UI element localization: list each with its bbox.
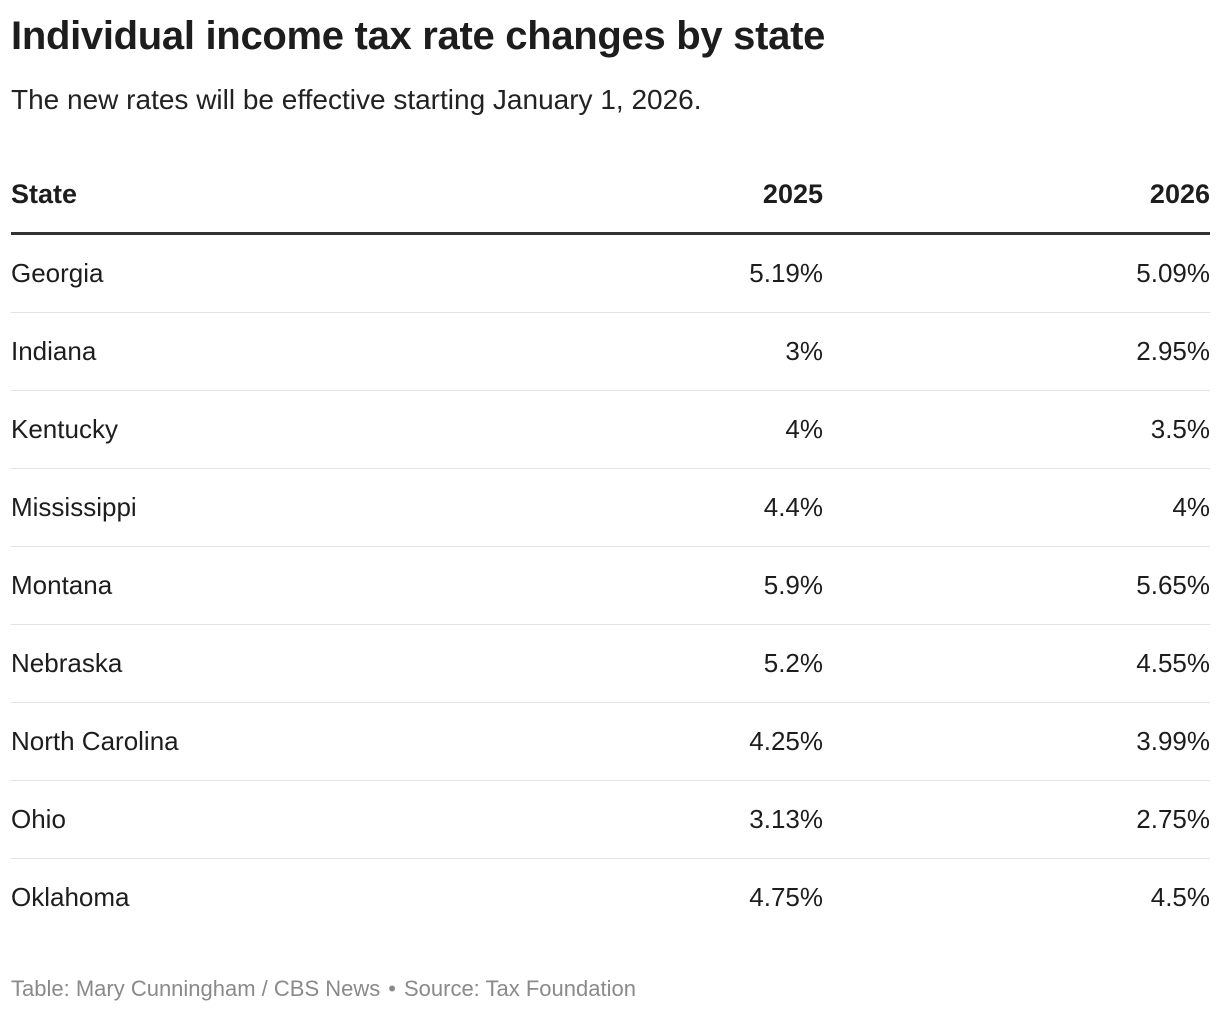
- cell-2026: 4.5%: [1150, 882, 1210, 912]
- cell-2025: 4.4%: [763, 492, 823, 522]
- chart-title: Individual income tax rate changes by st…: [11, 14, 826, 58]
- table-row: Mississippi 4.4% 4%: [11, 469, 1210, 547]
- footer-separator: •: [388, 976, 396, 1001]
- table-body: Georgia 5.19% 5.09% Indiana 3% 2.95% Kentucky 4…: [11, 235, 1210, 936]
- cell-state: Oklahoma: [11, 882, 130, 912]
- cell-2026: 4%: [1172, 492, 1210, 522]
- cell-2026: 4.55%: [1136, 648, 1210, 678]
- table-row: Indiana 3% 2.95%: [11, 313, 1210, 391]
- cell-state: Montana: [11, 570, 113, 600]
- cell-2025: 3%: [785, 336, 823, 366]
- cell-2026: 3.99%: [1136, 726, 1210, 756]
- cell-2025: 3.13%: [749, 804, 823, 834]
- cell-2025: 5.2%: [763, 648, 823, 678]
- column-header-state: State: [11, 178, 78, 209]
- cell-2025: 4.25%: [749, 726, 823, 756]
- cell-2026: 5.09%: [1136, 258, 1210, 288]
- cell-2025: 4.75%: [749, 882, 823, 912]
- cell-2026: 3.5%: [1150, 414, 1210, 444]
- cell-2025: 5.19%: [749, 258, 823, 288]
- source-note: Source: Tax Foundation: [403, 976, 636, 1001]
- column-header-2025: 2025: [762, 178, 823, 209]
- data-table: State 2025 2026 Georgia 5.19% 5.09% Indiana…: [11, 156, 1210, 936]
- chart-subtitle: The new rates will be effective starting…: [11, 84, 702, 115]
- cell-state: Ohio: [11, 804, 66, 834]
- cell-state: Kentucky: [11, 414, 118, 444]
- cell-2026: 2.75%: [1136, 804, 1210, 834]
- cell-state: Nebraska: [11, 648, 123, 678]
- cell-2026: 2.95%: [1136, 336, 1210, 366]
- cell-state: Indiana: [11, 336, 97, 366]
- table-header-row: State 2025 2026: [11, 156, 1210, 235]
- cell-2026: 5.65%: [1136, 570, 1210, 600]
- table-row: Montana 5.9% 5.65%: [11, 547, 1210, 625]
- column-header-2026: 2026: [1149, 178, 1210, 209]
- cell-2025: 5.9%: [763, 570, 823, 600]
- table-row: Oklahoma 4.75% 4.5%: [11, 859, 1210, 936]
- table-row: Nebraska 5.2% 4.55%: [11, 625, 1210, 703]
- table-row: Ohio 3.13% 2.75%: [11, 781, 1210, 859]
- cell-state: Mississippi: [11, 492, 137, 522]
- chart-footer: Table: Mary Cunningham / CBS News • Source…: [11, 976, 636, 1002]
- cell-2025: 4%: [785, 414, 823, 444]
- table-row: Kentucky 4% 3.5%: [11, 391, 1210, 469]
- cell-state: Georgia: [11, 258, 104, 288]
- table-row: North Carolina 4.25% 3.99%: [11, 703, 1210, 781]
- byline: Table: Mary Cunningham / CBS News: [11, 976, 381, 1001]
- cell-state: North Carolina: [11, 726, 179, 756]
- table-row: Georgia 5.19% 5.09%: [11, 235, 1210, 313]
